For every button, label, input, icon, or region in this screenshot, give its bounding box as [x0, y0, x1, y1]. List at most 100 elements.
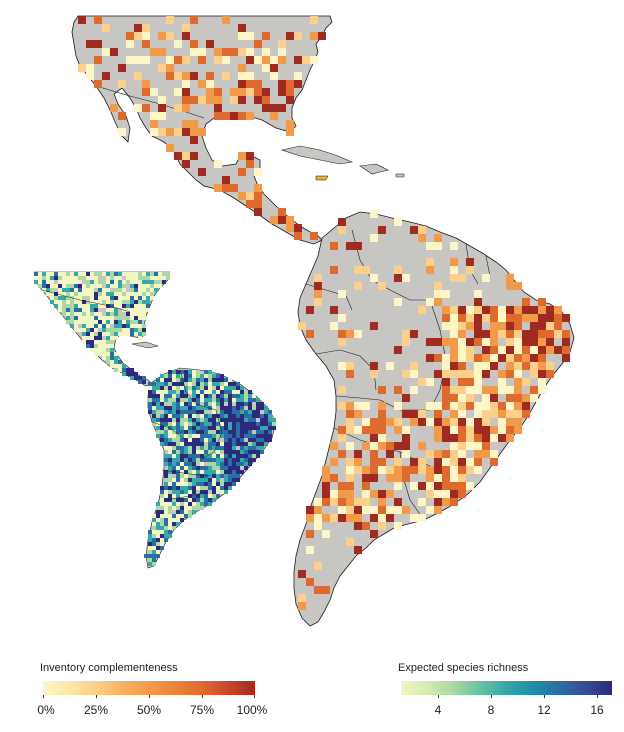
grid-cell	[294, 232, 302, 240]
grid-cell	[158, 96, 166, 104]
grid-cell	[240, 434, 244, 438]
grid-cell	[122, 272, 126, 276]
grid-cell	[126, 280, 130, 284]
grid-cell	[208, 374, 212, 378]
grid-cell	[142, 304, 146, 308]
grid-cell	[248, 462, 252, 466]
grid-cell	[426, 418, 434, 426]
grid-cell	[232, 382, 236, 386]
grid-cell	[212, 438, 216, 442]
grid-cell	[318, 32, 326, 40]
grid-cell	[62, 312, 66, 316]
grid-cell	[252, 418, 256, 422]
grid-cell	[180, 490, 184, 494]
grid-cell	[538, 322, 546, 330]
grid-cell	[142, 328, 146, 332]
grid-cell	[156, 394, 160, 398]
grid-cell	[228, 454, 232, 458]
grid-cell	[386, 466, 394, 474]
grid-cell	[252, 450, 256, 454]
grid-cell	[228, 478, 232, 482]
grid-cell	[176, 434, 180, 438]
grid-cell	[164, 422, 168, 426]
grid-cell	[466, 266, 474, 274]
grid-cell	[130, 300, 134, 304]
grid-cell	[176, 450, 180, 454]
grid-cell	[354, 514, 362, 522]
grid-cell	[156, 518, 160, 522]
grid-cell	[192, 386, 196, 390]
grid-cell	[130, 284, 134, 288]
grid-cell	[204, 470, 208, 474]
grid-cell	[256, 422, 260, 426]
grid-cell	[490, 354, 498, 362]
grid-cell	[126, 56, 134, 64]
grid-cell	[386, 490, 394, 498]
grid-cell	[122, 280, 126, 284]
grid-cell	[192, 382, 196, 386]
grid-cell	[152, 558, 156, 562]
grid-cell	[232, 442, 236, 446]
grid-cell	[522, 402, 530, 410]
grid-cell	[152, 542, 156, 546]
grid-cell	[164, 538, 168, 542]
grid-cell	[172, 454, 176, 458]
grid-cell	[490, 458, 498, 466]
grid-cell	[370, 466, 378, 474]
grid-cell	[118, 276, 122, 280]
grid-cell	[482, 274, 490, 282]
grid-cell	[122, 368, 126, 372]
grid-cell	[450, 274, 458, 282]
grid-cell	[74, 320, 78, 324]
grid-cell	[222, 16, 230, 24]
grid-cell	[180, 434, 184, 438]
grid-cell	[62, 292, 66, 296]
grid-cell	[50, 276, 54, 280]
grid-cell	[208, 414, 212, 418]
grid-cell	[160, 390, 164, 394]
grid-cell	[216, 470, 220, 474]
grid-cell	[220, 454, 224, 458]
grid-cell	[442, 450, 450, 458]
grid-cell	[256, 442, 260, 446]
grid-cell	[338, 450, 346, 458]
grid-cell	[106, 324, 110, 328]
grid-cell	[86, 324, 90, 328]
grid-cell	[338, 330, 346, 338]
grid-cell	[168, 462, 172, 466]
grid-cell	[196, 470, 200, 474]
grid-cell	[240, 406, 244, 410]
grid-cell	[394, 466, 402, 474]
grid-cell	[198, 80, 206, 88]
grid-cell	[482, 346, 490, 354]
grid-cell	[168, 446, 172, 450]
grid-cell	[162, 272, 166, 276]
grid-cell	[180, 402, 184, 406]
grid-cell	[110, 344, 114, 348]
grid-cell	[188, 374, 192, 378]
grid-cell	[156, 378, 160, 382]
grid-cell	[248, 422, 252, 426]
grid-cell	[238, 32, 246, 40]
grid-cell	[248, 418, 252, 422]
grid-cell	[206, 72, 214, 80]
grid-cell	[114, 296, 118, 300]
grid-cell	[164, 478, 168, 482]
grid-cell	[184, 506, 188, 510]
grid-cell	[224, 446, 228, 450]
grid-cell	[530, 314, 538, 322]
grid-cell	[506, 410, 514, 418]
grid-cell	[252, 434, 256, 438]
grid-cell	[196, 398, 200, 402]
grid-cell	[278, 40, 286, 48]
grid-cell	[102, 72, 110, 80]
grid-cell	[450, 314, 458, 322]
grid-cell	[66, 292, 70, 296]
grid-cell	[196, 434, 200, 438]
grid-cell	[192, 390, 196, 394]
grid-cell	[150, 288, 154, 292]
grid-cell	[514, 418, 522, 426]
grid-cell	[498, 330, 506, 338]
grid-cell	[94, 276, 98, 280]
grid-cell	[78, 288, 82, 292]
